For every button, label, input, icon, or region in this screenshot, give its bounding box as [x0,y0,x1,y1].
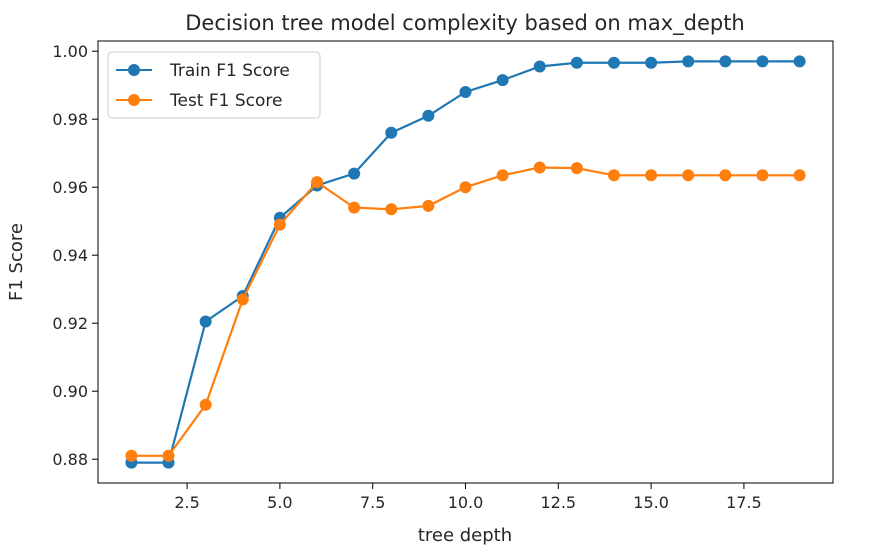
data-point [348,201,361,214]
x-tick-label: 10.0 [448,493,484,512]
y-tick-label: 0.98 [52,110,88,129]
data-point [422,109,435,122]
x-tick-label: 7.5 [360,493,385,512]
legend-marker-train [128,64,140,76]
y-tick-label: 0.94 [52,246,88,265]
legend: Train F1 Score Test F1 Score [107,51,321,119]
x-axis: 2.5 5.0 7.5 10.0 12.5 15.0 17.5 [174,483,762,512]
data-point [311,176,324,189]
y-tick-label: 0.96 [52,178,88,197]
x-tick-label: 12.5 [540,493,576,512]
data-point [570,162,583,175]
series-layer [125,55,806,469]
data-point [125,449,138,462]
y-axis-label: F1 Score [6,223,27,301]
y-tick-label: 1.00 [52,42,88,61]
y-axis: 0.88 0.90 0.92 0.94 0.96 0.98 1.00 [52,42,98,469]
data-point [533,161,546,174]
data-point [199,398,212,411]
data-point [162,449,175,462]
data-point [645,169,658,182]
data-point [533,60,546,73]
data-point [682,55,695,68]
data-point [793,55,806,68]
y-tick-label: 0.90 [52,382,88,401]
data-point [607,56,620,69]
x-tick-label: 17.5 [726,493,762,512]
data-point [199,315,212,328]
y-tick-label: 0.88 [52,450,88,469]
legend-label-train: Train F1 Score [169,61,290,81]
data-point [385,126,398,139]
data-point [793,169,806,182]
data-point [496,169,509,182]
data-point [236,293,249,306]
data-point [385,203,398,216]
data-point [756,55,769,68]
data-point [682,169,695,182]
chart-title: Decision tree model complexity based on … [185,11,745,36]
data-point [607,169,620,182]
data-point [570,56,583,69]
data-point [719,55,732,68]
data-point [348,167,361,180]
data-point [756,169,769,182]
x-tick-label: 15.0 [633,493,669,512]
data-point [459,181,472,194]
legend-box [107,51,321,119]
x-tick-label: 5.0 [267,493,292,512]
data-point [422,199,435,212]
data-point [645,56,658,69]
y-tick-label: 0.92 [52,314,88,333]
legend-label-test: Test F1 Score [169,91,283,111]
series-test-f1-score [125,161,806,462]
data-point [459,86,472,98]
legend-marker-test [128,94,140,106]
x-tick-label: 2.5 [174,493,199,512]
data-point [496,74,509,87]
x-axis-label: tree depth [418,525,512,546]
data-point [273,218,286,231]
data-point [719,169,732,182]
